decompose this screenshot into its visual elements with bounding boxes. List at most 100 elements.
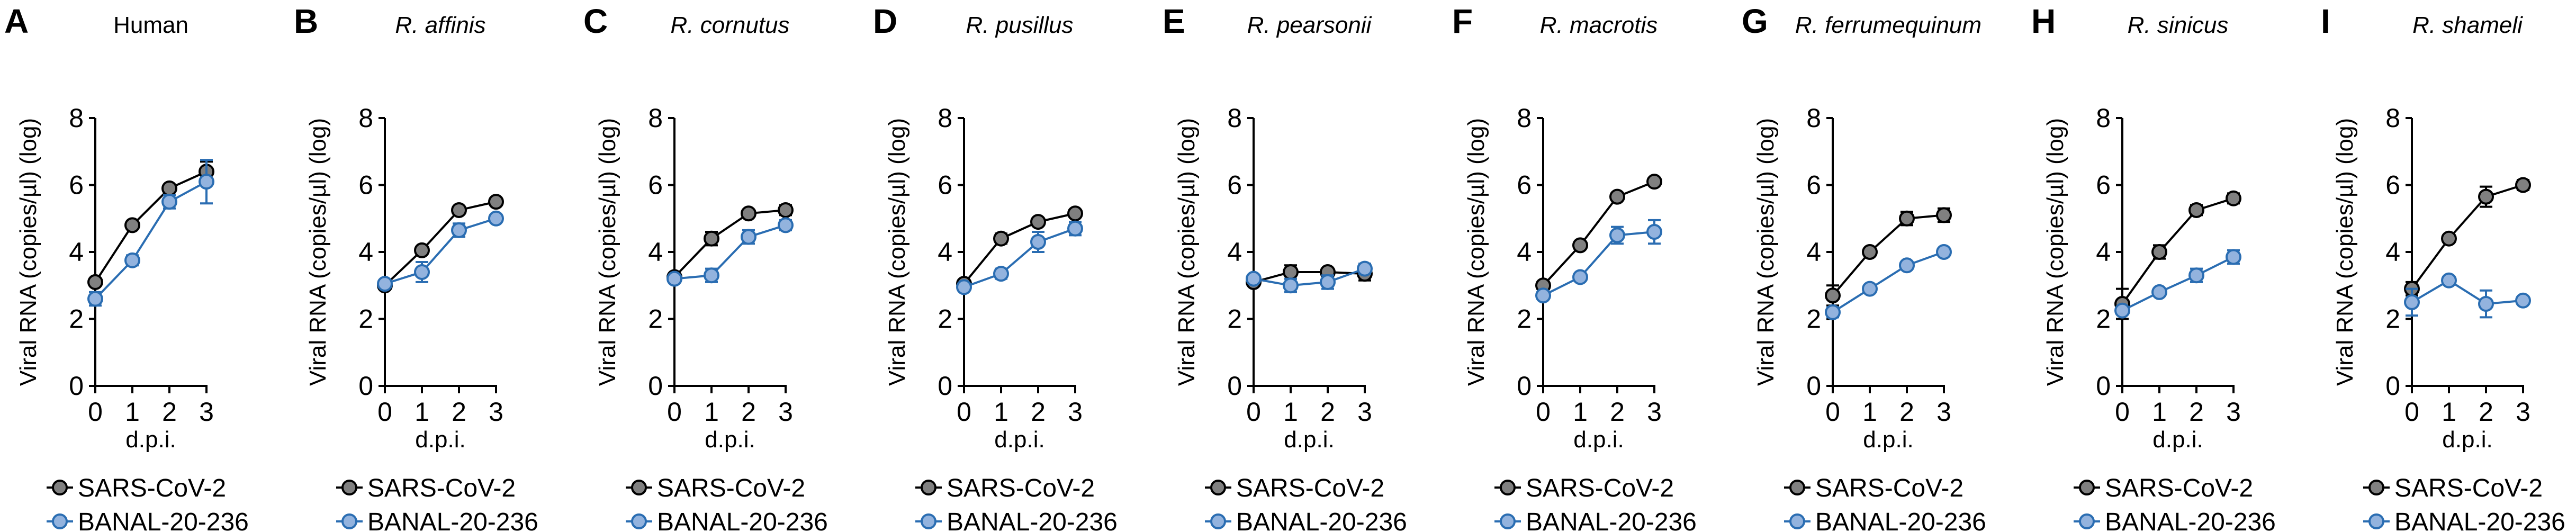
x-tick-label: 1 [415,397,429,427]
data-point [1535,287,1551,304]
data-point [1899,210,1915,227]
data-point [87,291,103,307]
legend-marker [1500,513,1516,529]
x-tick-label: 2 [741,397,756,427]
legend-item: BANAL-20-236 [336,508,538,532]
y-tick-label: 0 [1227,371,1242,401]
legend-item: BANAL-20-236 [1205,508,1407,532]
legend-label: BANAL-20-236 [367,508,538,532]
series-line [384,201,497,286]
legend-item: SARS-CoV-2 [626,474,805,502]
data-point [2151,284,2167,300]
data-point [1825,287,1841,304]
series-line [2411,184,2524,290]
y-tick-label: 8 [648,103,663,133]
data-point [1283,277,1299,294]
series-banal-20-236 [1825,244,1952,320]
y-tick-label: 0 [1806,371,1821,401]
legend-item: BANAL-20-236 [2074,508,2276,532]
series-line [963,212,1076,285]
legend-item: SARS-CoV-2 [915,474,1095,502]
data-point [2478,188,2494,205]
series-sars-cov-2 [1825,207,1952,307]
series-banal-20-236 [956,220,1083,295]
series-banal-20-236 [87,159,214,307]
series-line [1253,267,1365,287]
x-tick-label: 2 [162,397,177,427]
data-point [2188,202,2204,218]
x-tick-label: 1 [704,397,719,427]
legend-label: BANAL-20-236 [2394,508,2565,532]
series-line [2121,197,2234,305]
legend-label: SARS-CoV-2 [1815,474,1963,502]
x-axis-label: d.p.i. [1863,427,1913,453]
y-tick-label: 4 [1806,237,1821,267]
legend-marker [1210,480,1226,495]
legend-marker [1789,513,1805,529]
y-tick-label: 4 [358,237,373,267]
y-tick-label: 6 [1806,170,1821,200]
series-line [673,209,786,278]
y-tick-label: 8 [2385,103,2400,133]
legend-marker [921,480,936,495]
legend-label: BANAL-20-236 [2105,508,2276,532]
y-tick-label: 2 [69,304,84,334]
y-tick-label: 8 [1806,103,1821,133]
y-tick-label: 8 [2096,103,2111,133]
data-point [993,230,1009,247]
legend-marker [2368,480,2384,495]
legend-marker [1210,513,1226,529]
series-sars-cov-2 [87,160,214,290]
x-tick-label: 1 [125,397,140,427]
series-sars-cov-2 [2404,177,2531,297]
data-point [1067,220,1083,237]
series-banal-20-236 [377,210,504,292]
data-point [2151,244,2167,260]
x-tick-label: 3 [489,397,503,427]
data-point [2515,177,2531,193]
panel-title: R. sinicus [2128,12,2229,38]
series-line [1542,181,1655,286]
legend-item: BANAL-20-236 [1494,508,1697,532]
x-tick-label: 3 [2516,397,2530,427]
series-banal-20-236 [1535,219,1662,304]
data-point [741,229,756,245]
y-tick-label: 6 [2096,170,2111,200]
x-tick-label: 3 [1068,397,1083,427]
legend-item: BANAL-20-236 [626,508,828,532]
x-tick-label: 3 [778,397,793,427]
legend-label: BANAL-20-236 [657,508,828,532]
data-point [1862,244,1878,260]
data-point [1357,260,1373,277]
y-tick-label: 4 [938,237,952,267]
data-point [1646,174,1662,190]
panel-letter: A [4,2,29,40]
data-point [451,202,467,218]
series-line [1832,251,1944,313]
data-point [377,276,393,292]
y-tick-label: 0 [938,371,952,401]
x-tick-label: 2 [2189,397,2204,427]
panel-letter: H [2031,2,2056,40]
data-point [2441,272,2457,288]
panel-title: R. macrotis [1540,12,1658,38]
legend-label: SARS-CoV-2 [1526,474,1674,502]
legend-item: SARS-CoV-2 [2074,474,2253,502]
y-tick-label: 2 [1227,304,1242,334]
x-tick-label: 2 [1031,397,1046,427]
data-point [2226,249,2241,265]
panel-title: Human [113,12,188,38]
data-point [704,230,719,247]
y-axis-label: Viral RNA (copies/µl) (log) [1753,118,1779,386]
y-tick-label: 2 [2385,304,2400,334]
legend-marker [1789,480,1805,495]
data-point [2441,230,2457,247]
x-tick-label: 1 [1283,397,1298,427]
panel-title: R. affinis [395,12,485,38]
legend-label: BANAL-20-236 [78,508,249,532]
